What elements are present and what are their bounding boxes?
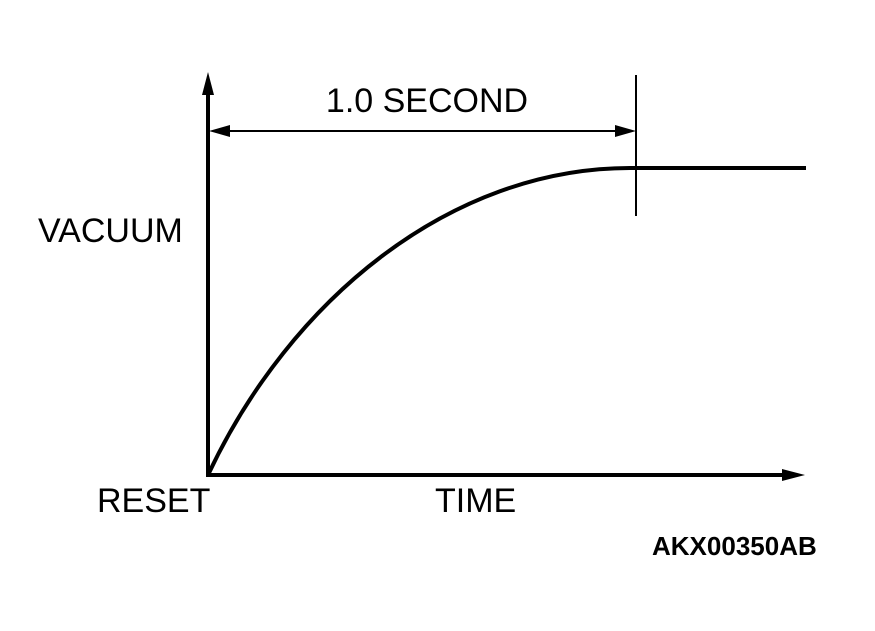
dimension-arrow-left xyxy=(209,125,230,137)
duration-label: 1.0 SECOND xyxy=(326,82,528,120)
x-axis-arrow xyxy=(782,469,805,481)
y-axis-arrow xyxy=(202,72,214,95)
figure-id: AKX00350AB xyxy=(652,531,817,561)
origin-label: RESET xyxy=(97,482,210,520)
x-axis-label: TIME xyxy=(435,482,516,520)
dimension-arrow-right xyxy=(615,125,636,137)
vacuum-curve xyxy=(206,166,806,476)
y-axis-label: VACUUM xyxy=(38,212,183,250)
